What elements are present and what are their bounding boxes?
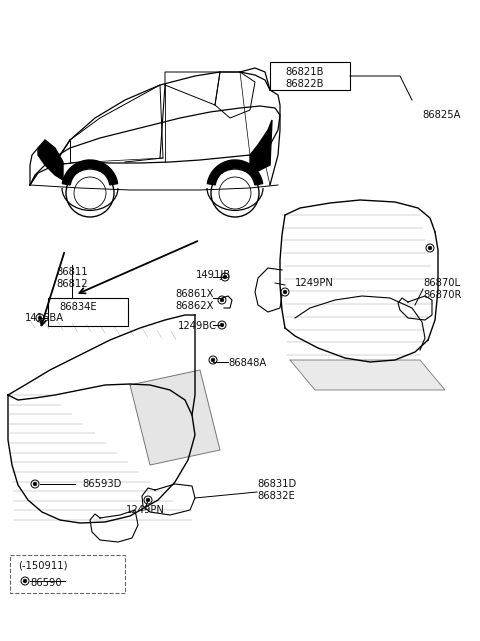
Text: 86593D: 86593D <box>82 479 121 489</box>
Bar <box>48 298 128 326</box>
Text: 86861X
86862X: 86861X 86862X <box>175 289 214 311</box>
Circle shape <box>220 323 224 327</box>
Polygon shape <box>250 120 272 175</box>
Text: 86870L
86870R: 86870L 86870R <box>423 278 461 300</box>
Text: 86825A: 86825A <box>422 110 460 120</box>
Polygon shape <box>290 360 445 390</box>
Polygon shape <box>62 160 118 185</box>
Polygon shape <box>38 140 63 180</box>
Circle shape <box>38 316 42 320</box>
Circle shape <box>220 298 224 302</box>
Text: 1491JB: 1491JB <box>196 270 231 280</box>
Circle shape <box>223 275 227 279</box>
Text: 86821B
86822B: 86821B 86822B <box>286 67 324 89</box>
Text: 86834E: 86834E <box>59 302 97 312</box>
Text: 86811
86812: 86811 86812 <box>56 267 88 289</box>
Bar <box>10 555 125 593</box>
Circle shape <box>33 482 37 486</box>
Circle shape <box>211 358 215 362</box>
Circle shape <box>283 290 287 294</box>
Circle shape <box>146 498 150 502</box>
Text: 1416BA: 1416BA <box>25 313 64 323</box>
Text: 86831D
86832E: 86831D 86832E <box>257 479 296 501</box>
Text: 1249PN: 1249PN <box>295 278 334 288</box>
Text: 86590: 86590 <box>30 578 61 588</box>
Text: (-150911): (-150911) <box>18 561 68 571</box>
Circle shape <box>23 579 27 583</box>
Bar <box>270 62 350 90</box>
Circle shape <box>428 246 432 250</box>
Text: 86848A: 86848A <box>228 358 266 368</box>
Text: 1249PN: 1249PN <box>126 505 165 515</box>
Text: 1249BC: 1249BC <box>178 321 217 331</box>
Polygon shape <box>130 370 220 465</box>
Polygon shape <box>207 160 263 185</box>
